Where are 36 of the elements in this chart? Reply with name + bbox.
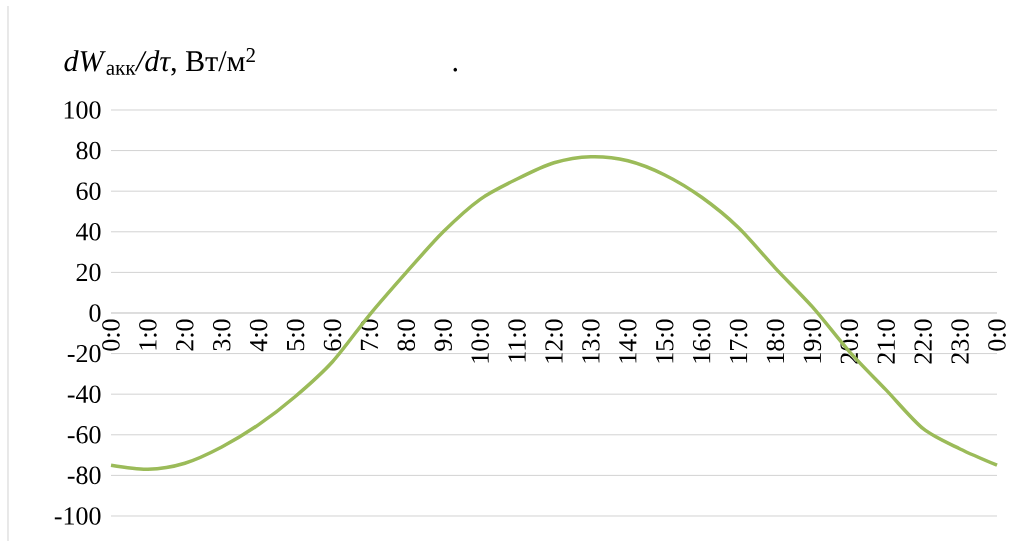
x-tick-label: 14:0 — [619, 319, 637, 363]
y-tick-label: -20 — [67, 344, 101, 363]
x-tick-label: 2:0 — [176, 319, 194, 351]
y-tick-label: 80 — [76, 141, 101, 160]
x-tick-label: 18:0 — [766, 319, 785, 363]
y-tick-label: 100 — [64, 101, 101, 119]
y-tick-label: -80 — [67, 466, 101, 485]
x-tick-label: 15:0 — [655, 319, 674, 363]
x-tick-label: 3:0 — [212, 319, 231, 351]
x-tick-label: 9:0 — [434, 319, 453, 351]
x-tick-label: 5:0 — [286, 319, 305, 351]
x-tick-label: 22:0 — [914, 319, 933, 364]
x-tick-label: 4:0 — [249, 319, 268, 352]
y-tick-label: 0 — [89, 304, 101, 322]
y-tick-label: 20 — [76, 263, 101, 282]
x-tick-label: 0:0 — [102, 319, 120, 351]
x-tick-label: 1:0 — [139, 319, 157, 350]
y-tick-label: 40 — [76, 223, 101, 241]
y-tick-label: -60 — [67, 426, 101, 444]
x-tick-label: 21:0 — [877, 319, 896, 364]
x-tick-label: 10:0 — [471, 319, 490, 363]
x-tick-label: 16:0 — [692, 319, 711, 363]
x-tick-label: 13:0 — [582, 319, 600, 363]
x-tick-label: 23:0 — [951, 319, 969, 364]
y-tick-label: -40 — [67, 385, 101, 403]
x-tick-label: 19:0 — [803, 319, 822, 363]
y-tick-label: -100 — [54, 507, 101, 525]
chart-title: dW$_{акк}$/dτ, Вт/м$^{2}$ — [64, 48, 255, 76]
x-tick-label: 6:0 — [323, 319, 342, 351]
x-tick-label: 17:0 — [729, 319, 748, 363]
x-tick-label: 8:0 — [397, 319, 416, 351]
text: . — [453, 67, 458, 72]
y-tick-label: 60 — [76, 182, 101, 200]
x-tick-label: 11:0 — [508, 319, 526, 362]
x-tick-label: 0:0 — [988, 319, 1006, 351]
x-tick-label: 12:0 — [545, 319, 563, 363]
